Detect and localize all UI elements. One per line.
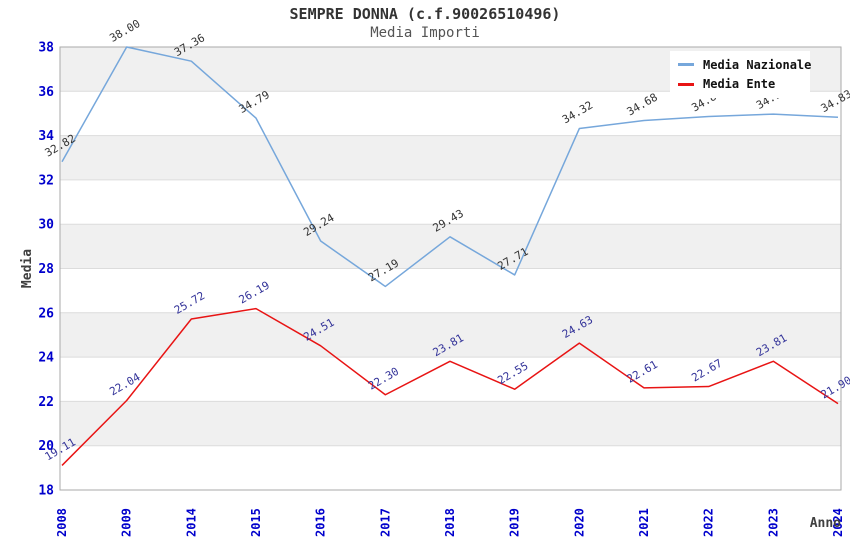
chart-title: SEMPRE DONNA (c.f.90026510496): [289, 5, 561, 23]
x-tick-label: 2022: [702, 508, 716, 537]
y-tick-label: 34: [38, 129, 54, 144]
chart-subtitle: Media Importi: [370, 25, 480, 41]
data-point-label: 22.67: [689, 357, 724, 385]
legend-item-media-nazionale: Media Nazionale: [678, 57, 812, 72]
data-point-label: 34.79: [237, 88, 272, 116]
plot-band: [60, 401, 841, 446]
legend: Media Nazionale Media Ente: [670, 51, 812, 98]
y-tick-label: 36: [38, 85, 54, 100]
series-line-media-nazionale: [61, 46, 839, 288]
x-tick-label: 2019: [508, 508, 522, 537]
x-tick-label: 2008: [55, 508, 69, 537]
y-tick-label: 26: [38, 306, 54, 321]
plot-band: [60, 224, 841, 269]
y-tick-label: 22: [38, 395, 54, 410]
x-tick-label: 2021: [637, 508, 651, 537]
data-point-label: 22.04: [107, 370, 143, 398]
x-tick-label: 2018: [443, 508, 457, 537]
x-axis-title: Anno: [810, 516, 841, 531]
data-point-label: 26.19: [237, 279, 272, 307]
y-tick-label: 18: [38, 484, 54, 499]
media-ente-line-swatch: [678, 82, 694, 86]
x-tick-label: 2015: [249, 508, 263, 537]
data-point-label: 21.90: [819, 374, 850, 402]
series-line-media-ente: [61, 307, 839, 466]
y-tick-label: 28: [38, 262, 54, 277]
y-tick-label: 30: [38, 218, 54, 233]
x-tick-label: 2009: [120, 508, 134, 537]
x-tick-label: 2024: [831, 508, 845, 537]
x-tick-label: 2020: [572, 508, 586, 537]
x-tick-label: 2023: [766, 508, 780, 537]
y-tick-label: 38: [38, 41, 54, 56]
data-point-label: 22.61: [625, 358, 660, 386]
data-point-label: 34.68: [625, 91, 660, 119]
data-point-label: 38.00: [107, 17, 142, 45]
x-tick-label: 2017: [378, 508, 392, 537]
plot-band: [60, 135, 841, 180]
legend-label-media-nazionale: Media Nazionale: [703, 57, 812, 72]
y-tick-label: 32: [38, 173, 54, 188]
y-tick-label: 24: [38, 351, 54, 366]
data-point-label: 34.32: [560, 99, 595, 127]
y-tick-label: 20: [38, 439, 54, 454]
x-tick-label: 2016: [314, 508, 328, 537]
y-axis-title: Media: [20, 249, 35, 288]
x-tick-label: 2014: [184, 508, 198, 537]
legend-label-media-ente: Media Ente: [703, 77, 776, 92]
data-point-label: 22.55: [495, 359, 530, 387]
media-nazionale-line-swatch: [678, 63, 694, 67]
legend-item-media-ente: Media Ente: [678, 77, 810, 91]
plot-border: [59, 46, 842, 491]
